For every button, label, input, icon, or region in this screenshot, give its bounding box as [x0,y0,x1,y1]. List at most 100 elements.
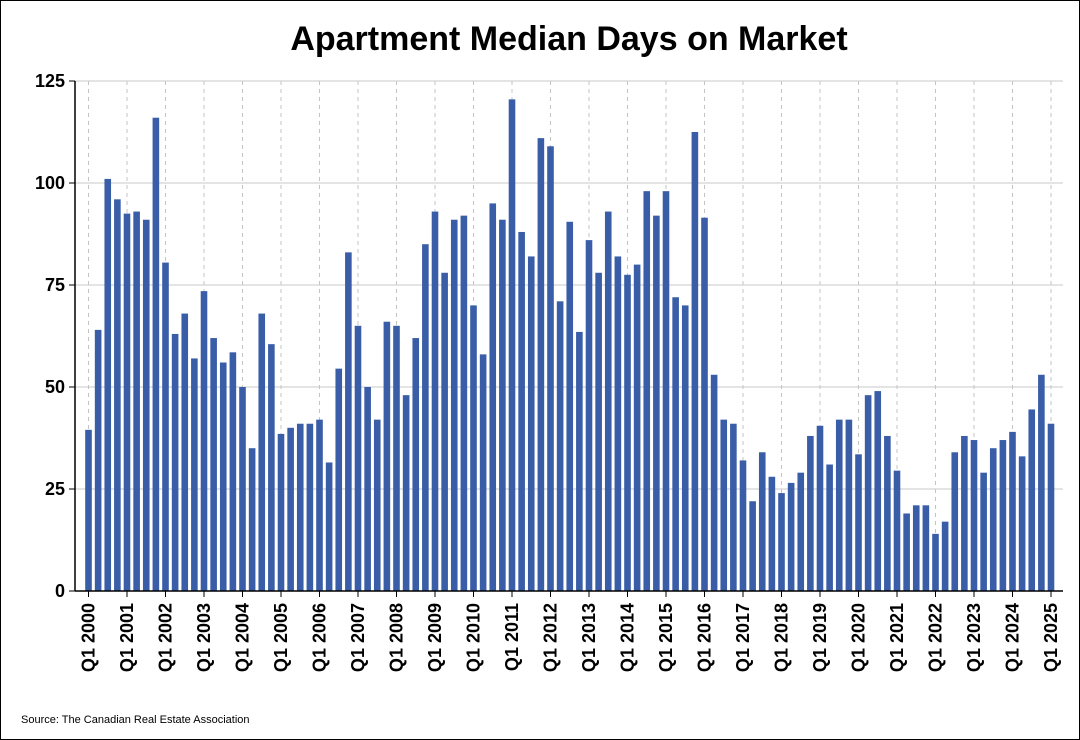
bar [450,219,458,591]
bar [422,244,429,591]
bar [604,211,612,591]
bar [576,331,583,591]
y-tick-label: 25 [45,479,65,499]
bar [162,262,169,591]
bar [460,215,468,591]
y-axis-tick-labels: 0 25 50 75 100 125 [35,71,65,601]
bar [864,395,872,591]
bar [354,325,362,591]
bar [874,391,882,591]
bar [989,448,997,591]
axes [69,80,1063,597]
y-tick-label: 125 [35,71,65,91]
bar [345,252,352,592]
bar [431,211,439,591]
x-tick-label: Q1 2025 [1041,603,1061,672]
bar [1028,409,1036,591]
x-tick-label: Q1 2003 [194,603,214,672]
bar [826,464,833,591]
bar [229,352,237,591]
x-tick-label: Q1 2001 [117,603,137,672]
x-tick-label: Q1 2021 [887,603,907,672]
bar [393,325,400,591]
bar [980,472,987,591]
bar [614,256,622,591]
bar [710,374,718,591]
bar [537,138,545,591]
y-tick-label: 0 [55,581,65,601]
bar [922,505,930,591]
bar [470,305,477,591]
bar [114,199,121,591]
bar [479,354,487,591]
bar [441,272,448,591]
bar [1009,431,1016,591]
bar [932,533,939,591]
bar [325,462,333,591]
bar [961,435,968,591]
x-tick-label: Q1 2024 [1003,603,1023,672]
y-tick-label: 50 [45,377,65,397]
bar [1047,423,1055,591]
bar [951,452,959,591]
x-tick-label: Q1 2011 [502,603,522,671]
bar [691,132,699,591]
bar [941,521,949,591]
bar [104,178,112,592]
bar [595,272,602,591]
bar [316,419,323,591]
bar [508,99,516,592]
bar [1018,456,1026,591]
bar [970,440,978,591]
bar [85,429,92,591]
bar [287,427,294,591]
x-tick-label: Q1 2019 [810,603,830,672]
bar [268,344,275,591]
x-tick-label: Q1 2000 [79,603,99,672]
bars [85,99,1055,592]
bar [94,329,102,591]
bar [884,435,891,591]
bar [171,333,179,591]
bar [133,211,140,591]
bar [855,454,862,591]
bar [306,423,314,591]
bar [142,219,150,591]
bar [585,240,593,591]
bar [749,501,756,591]
x-tick-label: Q1 2006 [310,603,330,672]
bar [672,297,679,591]
x-tick-label: Q1 2015 [656,603,676,672]
x-tick-label: Q1 2013 [579,603,599,672]
bar [123,213,131,591]
bar [412,338,420,591]
bar [768,476,776,591]
bar [518,231,525,591]
bar [807,435,814,591]
x-tick-label: Q1 2023 [964,603,984,672]
bar [912,505,920,591]
bar [335,368,343,591]
source-note: Source: The Canadian Real Estate Associa… [21,714,250,726]
x-tick-label: Q1 2018 [772,603,792,672]
bar [373,419,381,591]
bar [739,460,747,591]
bar [547,146,554,591]
bar [720,419,728,591]
bar [296,423,304,591]
bar [681,305,689,591]
bar [277,433,285,591]
bar [999,440,1007,591]
bar [845,419,853,591]
y-tick-label: 75 [45,275,65,295]
bar [200,291,208,591]
bar [556,301,564,591]
bar [778,493,785,591]
bar [787,482,795,591]
bar [624,274,631,591]
bar [239,387,246,591]
x-tick-label: Q1 2008 [387,603,407,672]
x-tick-label: Q1 2007 [348,603,368,672]
x-tick-label: Q1 2020 [849,603,869,672]
